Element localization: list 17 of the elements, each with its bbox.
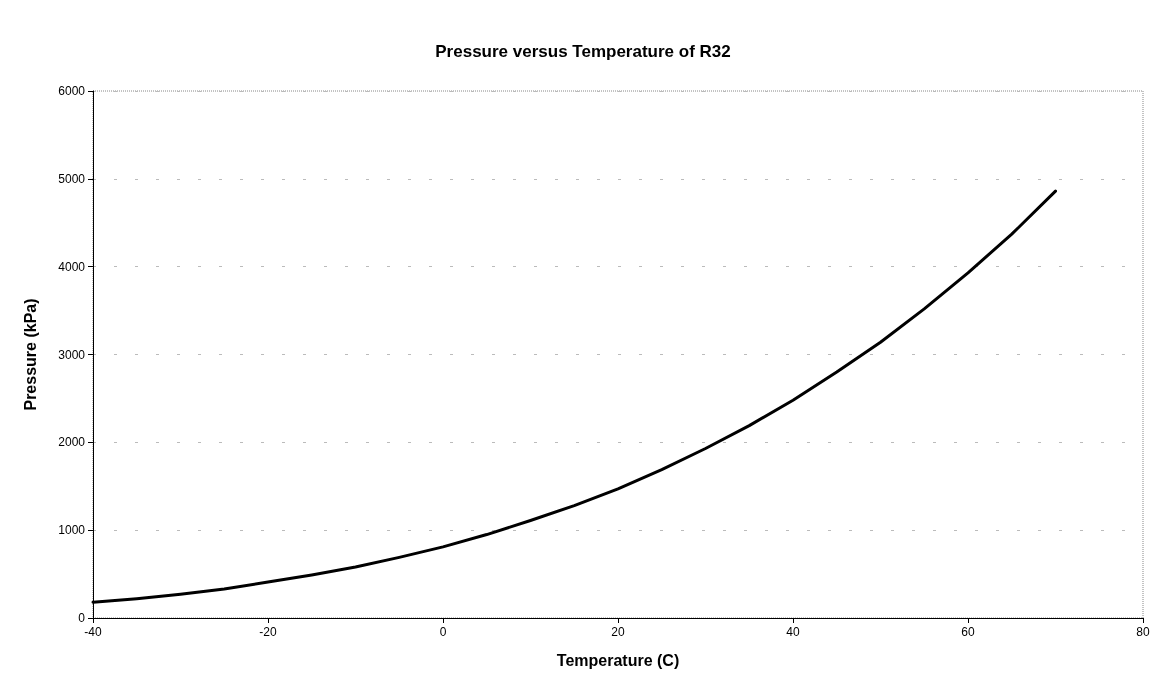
y-tick-label: 4000 xyxy=(58,259,86,274)
x-axis-title: Temperature (C) xyxy=(556,651,680,669)
x-tick-label: 80 xyxy=(1136,625,1150,639)
y-tick-label: 5000 xyxy=(58,171,86,186)
x-tick-label: -40 xyxy=(84,625,102,639)
y-tick-label: 1000 xyxy=(58,523,86,538)
y-axis-title: Pressure (kPa) xyxy=(21,298,39,411)
y-tick-label: 0 xyxy=(78,611,86,625)
y-tick-label: 2000 xyxy=(58,435,86,450)
x-tick-label: 20 xyxy=(611,625,625,639)
x-tick-label: 60 xyxy=(961,625,975,639)
x-tick-label: 0 xyxy=(439,625,447,639)
chart-title: Pressure versus Temperature of R32 xyxy=(435,42,731,61)
y-tick-label: 6000 xyxy=(58,84,86,98)
y-tick-label: 3000 xyxy=(58,347,86,362)
x-tick-label: -20 xyxy=(259,625,277,639)
x-tick-label: 40 xyxy=(786,625,800,639)
